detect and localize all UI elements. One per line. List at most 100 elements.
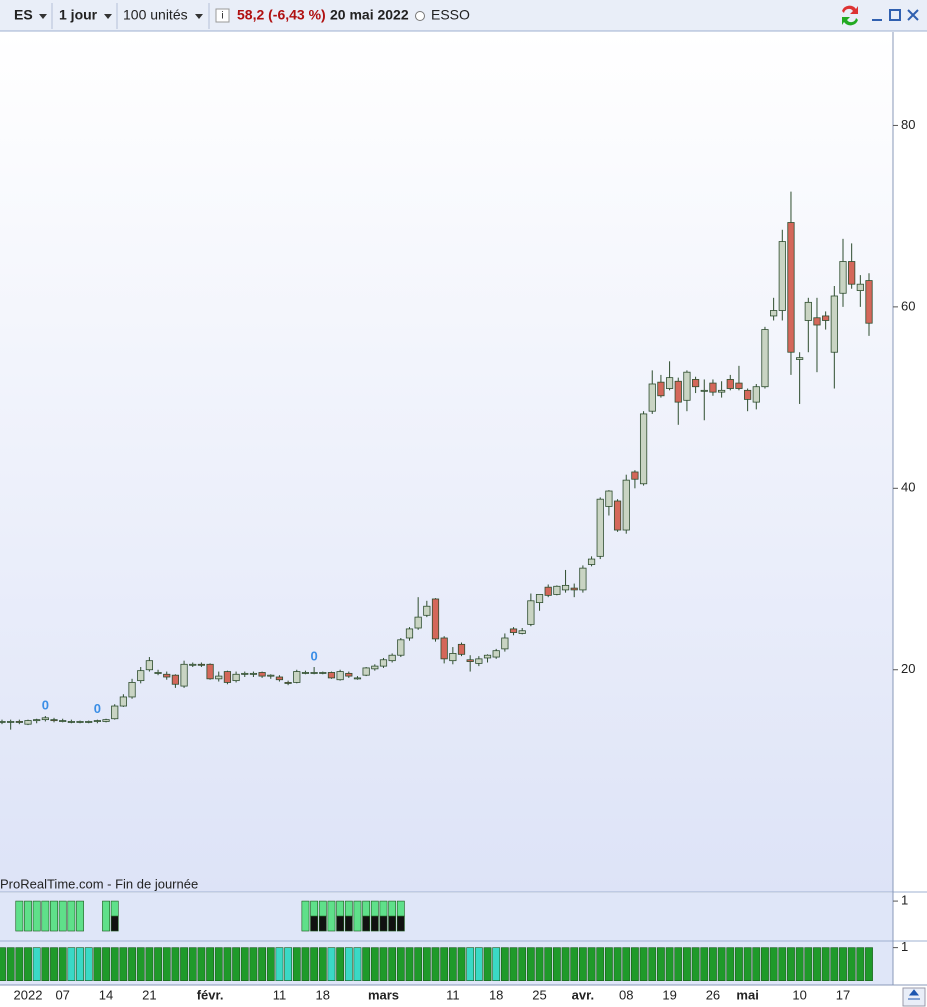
- indicator-bar: [370, 900, 379, 917]
- candle-body: [726, 379, 734, 389]
- candle-body: [154, 672, 162, 674]
- candle-body: [605, 490, 613, 507]
- indicator-bar: [24, 900, 32, 932]
- candle-body: [336, 671, 344, 681]
- x-tick-label: 21: [142, 987, 156, 1002]
- indicator-bar: [700, 947, 709, 981]
- candle-body: [475, 658, 483, 664]
- indicator-bar: [639, 947, 648, 981]
- indicator-bar: [735, 947, 743, 981]
- period[interactable]: 1 jour: [59, 7, 98, 23]
- y-tick-label: 1: [901, 893, 908, 908]
- candle-body: [59, 720, 67, 722]
- candle-body: [93, 720, 101, 722]
- candle-body: [241, 672, 249, 675]
- y-tick-label: 80: [901, 117, 915, 132]
- candle-body: [596, 498, 604, 557]
- indicator-bar: [292, 947, 301, 981]
- candle-body: [744, 389, 752, 400]
- indicator-bar: [752, 947, 761, 981]
- candle-body: [0, 721, 6, 723]
- symbol[interactable]: ES: [14, 7, 33, 23]
- candle-body: [457, 643, 466, 655]
- indicator-bar: [474, 947, 483, 981]
- indicator-bar: [570, 947, 579, 981]
- indicator-bar: [93, 947, 102, 981]
- candle-body: [267, 674, 275, 677]
- candle-body: [587, 558, 596, 565]
- indicator-bar: [145, 947, 154, 981]
- candle-body: [50, 719, 58, 722]
- candle-body: [613, 500, 622, 531]
- candle-body: [865, 280, 873, 324]
- indicator-bar: [110, 900, 119, 917]
- indicator-bar: [171, 947, 180, 981]
- indicator-bar: [804, 947, 813, 981]
- candle-body: [310, 672, 318, 674]
- indicator-bar: [388, 900, 397, 917]
- scroll-button[interactable]: [902, 987, 926, 1007]
- indicator-bar: [613, 947, 622, 981]
- indicator-bar: [622, 947, 631, 981]
- candle-body: [353, 677, 362, 680]
- candle-body: [761, 329, 769, 388]
- candle-body: [709, 382, 717, 393]
- candle-body: [284, 682, 292, 684]
- x-tick-label: 26: [706, 987, 720, 1002]
- candle-body: [223, 671, 232, 683]
- indicator-bar: [327, 947, 336, 981]
- indicator-bar: [396, 947, 405, 981]
- window-controls[interactable]: [842, 5, 919, 26]
- indicator-bar: [362, 947, 371, 981]
- indicator-bar: [310, 915, 319, 932]
- candle-body: [137, 670, 145, 682]
- candle-body: [657, 381, 665, 397]
- indicator-bar: [466, 947, 475, 981]
- candle-body: [7, 721, 15, 723]
- candle-body: [85, 721, 93, 723]
- indicator-bar: [327, 900, 336, 932]
- indicator-bar: [839, 947, 847, 981]
- candle-body: [232, 673, 240, 682]
- candle-body: [414, 616, 422, 629]
- indicator-bar: [110, 947, 119, 981]
- x-tick-label: 14: [99, 987, 113, 1002]
- indicator-bar: [110, 915, 119, 932]
- candle-body: [856, 283, 864, 291]
- indicator-bar: [188, 947, 197, 981]
- candle-body: [570, 587, 578, 591]
- indicator-bar: [370, 915, 379, 932]
- candle-body: [379, 659, 388, 667]
- indicator-bar: [388, 947, 397, 981]
- indicator-bar: [310, 900, 319, 917]
- indicator-bar: [318, 900, 327, 917]
- indicator-bar: [301, 900, 310, 932]
- candle-body: [423, 605, 431, 616]
- indicator-bar: [440, 947, 449, 981]
- candle-body: [483, 654, 492, 659]
- indicator-bar: [379, 915, 388, 932]
- indicator-bar: [483, 947, 492, 981]
- indicator-bar: [76, 900, 84, 932]
- candle-body: [648, 383, 656, 412]
- indicator-bar: [431, 947, 440, 981]
- candle-body: [249, 672, 258, 675]
- candle-body: [735, 382, 743, 389]
- units[interactable]: 100 unités: [123, 7, 188, 23]
- indicator-bar: [518, 947, 527, 981]
- indicator-bar: [422, 947, 431, 981]
- indicator-bar: [275, 947, 284, 981]
- indicator-bar: [318, 947, 327, 981]
- info-icon[interactable]: [215, 8, 230, 23]
- candle-body: [405, 628, 414, 639]
- indicator-bar: [552, 947, 561, 981]
- indicator-bar: [683, 947, 691, 981]
- indicator-bar: [301, 947, 310, 981]
- info-glyph: i: [221, 11, 223, 22]
- candle-body: [518, 630, 526, 634]
- candle-body: [830, 295, 838, 353]
- candle-body: [362, 667, 370, 676]
- indicator-bar: [102, 947, 110, 981]
- indicator-bar: [266, 947, 275, 981]
